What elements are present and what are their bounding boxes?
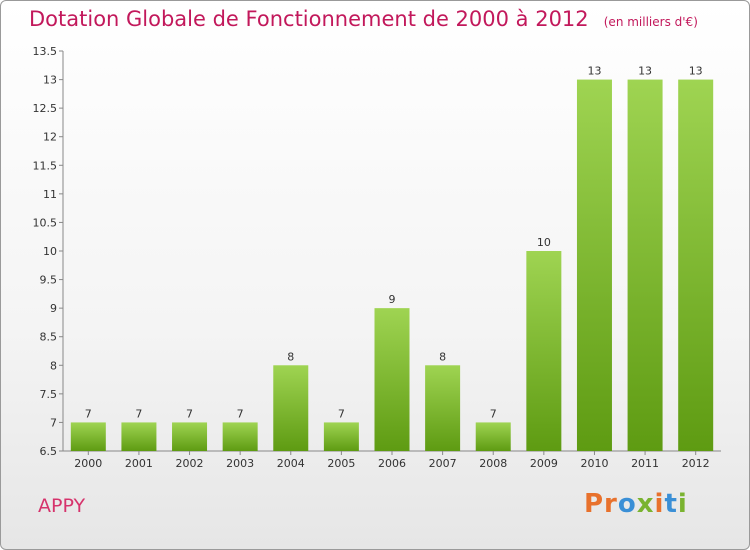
x-tick-label: 2010 bbox=[580, 457, 608, 470]
y-tick-label: 8.5 bbox=[40, 331, 58, 344]
bar-value-label: 13 bbox=[689, 65, 703, 78]
y-tick-label: 6.5 bbox=[40, 445, 58, 458]
x-tick-label: 2001 bbox=[125, 457, 153, 470]
chart-title-row: Dotation Globale de Fonctionnement de 20… bbox=[29, 7, 698, 31]
bar bbox=[475, 422, 511, 451]
bar-value-label: 7 bbox=[135, 407, 142, 420]
bar-value-label: 7 bbox=[338, 407, 345, 420]
x-tick-label: 2011 bbox=[631, 457, 659, 470]
bar bbox=[678, 79, 714, 452]
bar bbox=[70, 422, 106, 451]
y-tick-label: 9.5 bbox=[40, 274, 58, 287]
x-tick-label: 2009 bbox=[530, 457, 558, 470]
bar bbox=[627, 79, 663, 452]
y-tick-label: 10 bbox=[43, 245, 57, 258]
chart-unit-note: (en milliers d'€) bbox=[603, 15, 698, 29]
bar bbox=[576, 79, 612, 452]
y-tick-label: 10.5 bbox=[33, 216, 58, 229]
y-tick-label: 12 bbox=[43, 131, 57, 144]
y-tick-label: 11 bbox=[43, 188, 57, 201]
y-tick-label: 13.5 bbox=[33, 45, 58, 58]
bar bbox=[222, 422, 258, 451]
town-name: APPY bbox=[38, 495, 86, 517]
bar bbox=[323, 422, 359, 451]
bar-value-label: 7 bbox=[237, 407, 244, 420]
bar-value-label: 10 bbox=[537, 236, 551, 249]
bar bbox=[374, 308, 410, 451]
x-tick-label: 2002 bbox=[176, 457, 204, 470]
x-tick-label: 2000 bbox=[74, 457, 102, 470]
x-tick-label: 2003 bbox=[226, 457, 254, 470]
y-tick-label: 7.5 bbox=[40, 388, 58, 401]
y-tick-label: 12.5 bbox=[33, 102, 58, 115]
y-tick-label: 11.5 bbox=[33, 159, 58, 172]
y-tick-label: 7 bbox=[50, 416, 57, 429]
bar-value-label: 13 bbox=[587, 65, 601, 78]
bar-value-label: 9 bbox=[389, 293, 396, 306]
x-tick-label: 2005 bbox=[327, 457, 355, 470]
bar-value-label: 7 bbox=[85, 407, 92, 420]
bar-value-label: 7 bbox=[186, 407, 193, 420]
bar-value-label: 7 bbox=[490, 407, 497, 420]
bar-value-label: 8 bbox=[287, 350, 294, 363]
bar bbox=[526, 251, 562, 451]
bar bbox=[425, 365, 461, 451]
chart-axes: 6.5 7 7.5 8 8.5 9 9.5 10 10.5 11 11.5 12 12.5 13 13.5 2… bbox=[33, 45, 721, 470]
y-tick-label: 9 bbox=[50, 302, 57, 315]
chart-bars: 7 7 7 7 8 7 9 8 7 10 13 13 13 bbox=[70, 65, 714, 452]
y-tick-label: 8 bbox=[50, 359, 57, 372]
bar-value-label: 13 bbox=[638, 65, 652, 78]
y-tick-label: 13 bbox=[43, 74, 57, 87]
bar bbox=[121, 422, 157, 451]
chart-title: Dotation Globale de Fonctionnement de 20… bbox=[29, 7, 589, 31]
bar-value-label: 8 bbox=[439, 350, 446, 363]
x-tick-label: 2007 bbox=[429, 457, 457, 470]
bar bbox=[273, 365, 309, 451]
bar bbox=[172, 422, 208, 451]
x-tick-label: 2012 bbox=[682, 457, 710, 470]
x-tick-label: 2008 bbox=[479, 457, 507, 470]
x-tick-label: 2006 bbox=[378, 457, 406, 470]
proxiti-logo: Proxiti bbox=[584, 489, 688, 519]
x-tick-label: 2004 bbox=[277, 457, 305, 470]
